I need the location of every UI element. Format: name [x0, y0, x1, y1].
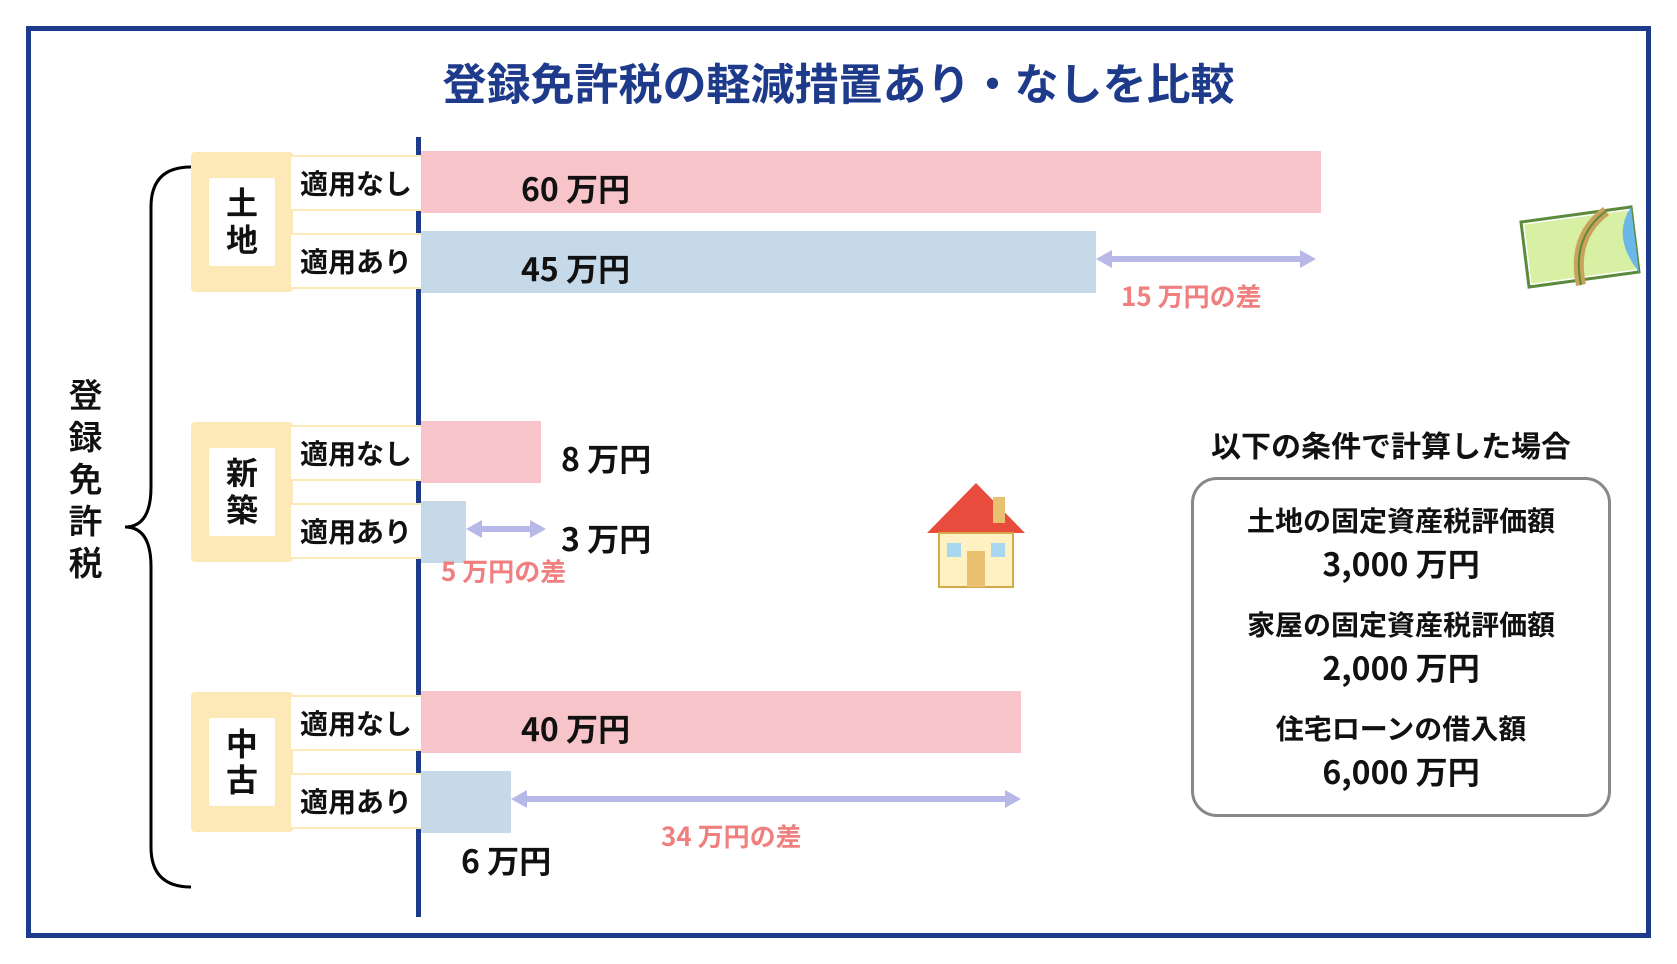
row-label-without: 適用なし: [291, 695, 421, 751]
page-title: 登録免許税の軽減措置あり・なしを比較: [61, 49, 1616, 113]
diff-arrow-icon: [511, 787, 1021, 811]
diff-arrow-icon: [1096, 247, 1316, 271]
bracket-icon: [121, 147, 191, 907]
info-item-value: 6,000 万円: [1220, 748, 1582, 794]
category-badge: 中古: [191, 692, 293, 832]
info-item-value: 2,000 万円: [1220, 644, 1582, 690]
category-badge: 新築: [191, 422, 293, 562]
info-item-label: 家屋の固定資産税評価額: [1220, 604, 1582, 644]
row-label-without: 適用なし: [291, 155, 421, 211]
chart-group-land: 土地適用なし適用あり 60 万円 45 万円 15 万円の差: [191, 147, 1611, 327]
row-label-without: 適用なし: [291, 425, 421, 481]
bar-without: [421, 691, 1021, 753]
diff-label: 5 万円の差: [441, 552, 566, 589]
info-item: 住宅ローンの借入額6,000 万円: [1220, 708, 1582, 794]
info-box: 土地の固定資産税評価額3,000 万円家屋の固定資産税評価額2,000 万円住宅…: [1191, 477, 1611, 817]
land-map-icon: [1511, 197, 1641, 297]
diff-arrow: [1096, 247, 1316, 271]
diff-label: 15 万円の差: [1121, 277, 1262, 314]
bar-value-with: 45 万円: [521, 245, 630, 291]
content-area: 登録免許税 土地適用なし適用あり60 万円45 万円15 万円の差新築適用なし適…: [61, 137, 1616, 927]
category-label: 土地: [209, 178, 275, 266]
diff-label: 34 万円の差: [661, 817, 802, 854]
info-item-label: 住宅ローンの借入額: [1220, 708, 1582, 748]
row-label-with: 適用あり: [291, 773, 421, 829]
diff-arrow: [511, 787, 1021, 811]
bar-value-without: 8 万円: [561, 435, 651, 481]
bar-with: [421, 771, 511, 833]
outer-frame: 登録免許税の軽減措置あり・なしを比較 登録免許税 土地適用なし適用あり60 万円…: [26, 26, 1651, 938]
info-item: 土地の固定資産税評価額3,000 万円: [1220, 500, 1582, 586]
bar-value-with: 3 万円: [561, 515, 651, 561]
diff-arrow-icon: [466, 517, 546, 541]
category-badge: 土地: [191, 152, 293, 292]
bar-without: [421, 421, 541, 483]
row-label-with: 適用あり: [291, 233, 421, 289]
info-item-label: 土地の固定資産税評価額: [1220, 500, 1582, 540]
info-item: 家屋の固定資産税評価額2,000 万円: [1220, 604, 1582, 690]
chart-area: 土地適用なし適用あり60 万円45 万円15 万円の差新築適用なし適用あり8 万…: [191, 137, 1611, 917]
category-label: 中古: [209, 718, 275, 806]
bar-value-without: 40 万円: [521, 705, 630, 751]
bar-value-without: 60 万円: [521, 165, 630, 211]
axis-label: 登録免許税: [61, 377, 110, 587]
diff-arrow: [466, 517, 546, 541]
category-label: 新築: [209, 448, 275, 536]
house-icon: [911, 477, 1041, 597]
bar-value-with: 6 万円: [461, 837, 551, 883]
row-label-with: 適用あり: [291, 503, 421, 559]
info-item-value: 3,000 万円: [1220, 540, 1582, 586]
info-title: 以下の条件で計算した場合: [1211, 422, 1571, 466]
